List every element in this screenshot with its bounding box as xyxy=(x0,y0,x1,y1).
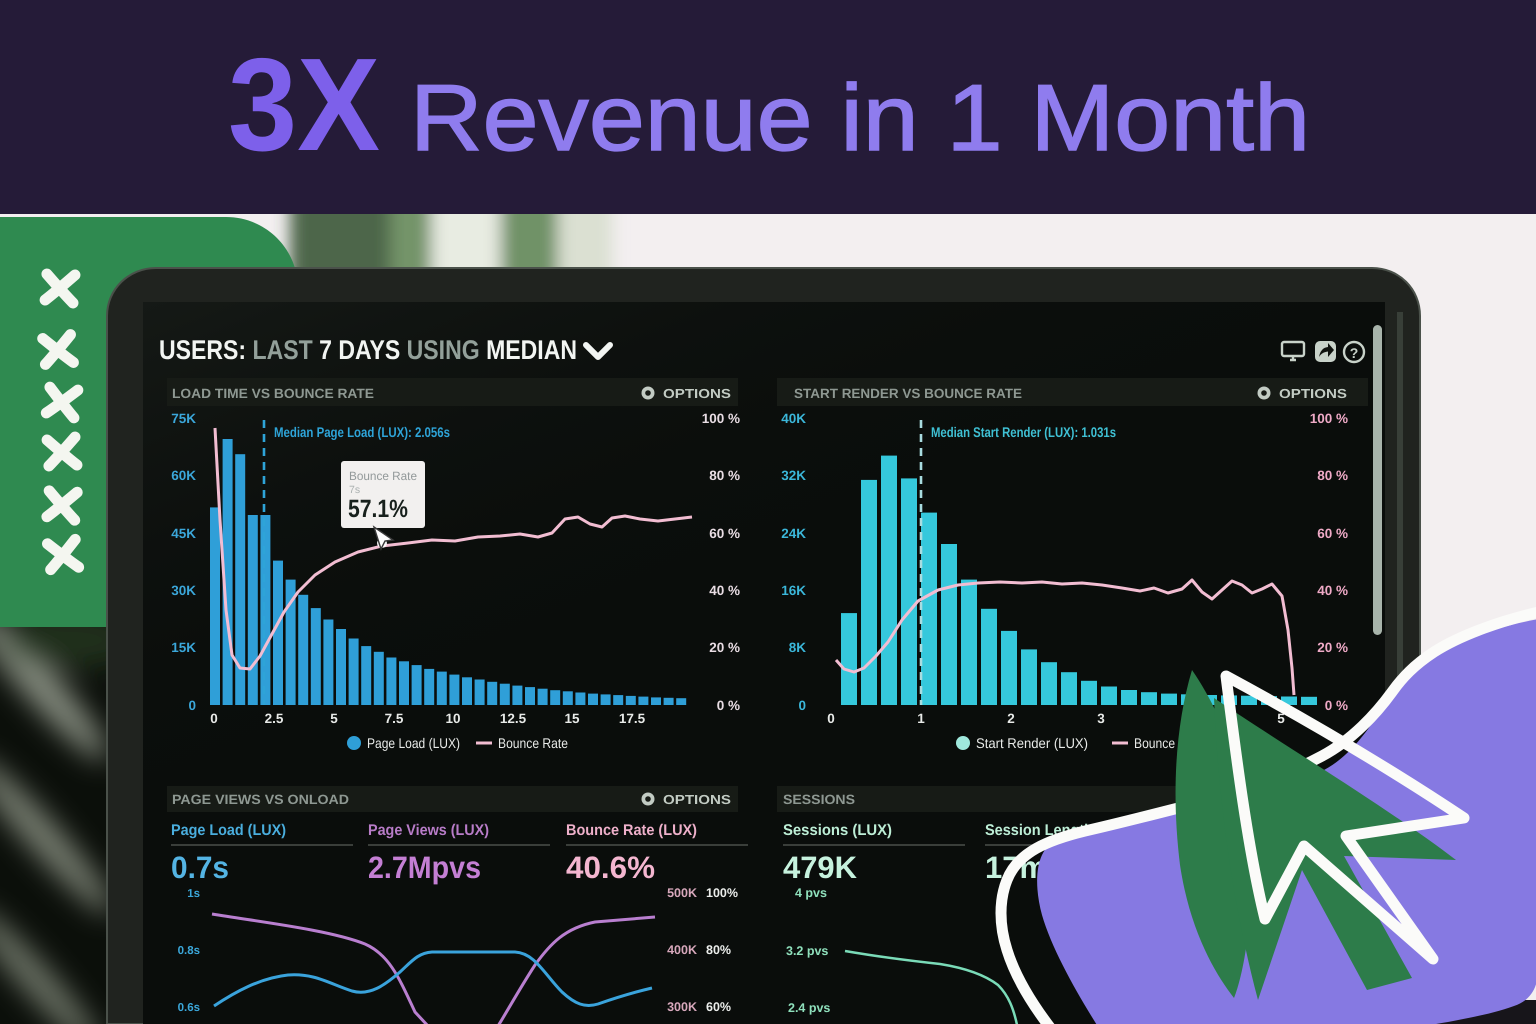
svg-text:80 %: 80 % xyxy=(1317,468,1348,483)
svg-text:40 %: 40 % xyxy=(709,583,740,598)
svg-text:LOAD TIME VS BOUNCE RATE: LOAD TIME VS BOUNCE RATE xyxy=(172,386,374,401)
svg-text:Bounce Rate: Bounce Rate xyxy=(498,735,568,751)
svg-text:12.5: 12.5 xyxy=(500,711,527,726)
svg-text:17.5: 17.5 xyxy=(619,711,646,726)
svg-text:500K: 500K xyxy=(667,886,697,900)
svg-text:100 %: 100 % xyxy=(1310,411,1348,426)
svg-text:75K: 75K xyxy=(171,411,196,426)
svg-text:7s: 7s xyxy=(349,484,360,496)
svg-text:OPTIONS: OPTIONS xyxy=(1279,386,1347,401)
svg-text:60K: 60K xyxy=(171,468,196,483)
svg-text:USERS: LAST 7 DAYS USING MEDIA: USERS: LAST 7 DAYS USING MEDIAN xyxy=(159,335,577,365)
svg-text:20 %: 20 % xyxy=(709,640,740,655)
svg-text:15: 15 xyxy=(564,711,580,726)
svg-text:Revenue in 1 Month: Revenue in 1 Month xyxy=(410,65,1310,170)
svg-text:0 %: 0 % xyxy=(1325,698,1348,713)
svg-text:5: 5 xyxy=(1277,711,1285,726)
svg-text:0.7s: 0.7s xyxy=(171,850,229,885)
svg-text:Page Load (LUX): Page Load (LUX) xyxy=(367,735,460,751)
svg-text:60 %: 60 % xyxy=(1317,526,1348,541)
svg-text:7.5: 7.5 xyxy=(385,711,404,726)
svg-text:8K: 8K xyxy=(789,640,807,655)
svg-text:40.6%: 40.6% xyxy=(566,850,655,885)
svg-text:479K: 479K xyxy=(783,850,858,885)
svg-text:30K: 30K xyxy=(171,583,196,598)
svg-text:80 %: 80 % xyxy=(709,468,740,483)
svg-text:0: 0 xyxy=(827,711,835,726)
svg-text:45K: 45K xyxy=(171,526,196,541)
svg-text:Start Render (LUX): Start Render (LUX) xyxy=(976,735,1088,751)
svg-text:3: 3 xyxy=(1097,711,1105,726)
svg-text:2: 2 xyxy=(1007,711,1015,726)
svg-text:Page Views (LUX): Page Views (LUX) xyxy=(368,822,489,839)
svg-text:SESSIONS: SESSIONS xyxy=(783,792,855,807)
svg-text:Bounce Rate: Bounce Rate xyxy=(349,469,417,483)
svg-text:40 %: 40 % xyxy=(1317,583,1348,598)
svg-text:5: 5 xyxy=(330,711,338,726)
svg-text:4 pvs: 4 pvs xyxy=(795,886,827,900)
svg-text:?: ? xyxy=(1350,345,1359,361)
svg-text:20 %: 20 % xyxy=(1317,640,1348,655)
svg-text:Bounce Rate (LUX): Bounce Rate (LUX) xyxy=(566,822,697,839)
svg-text:0 %: 0 % xyxy=(717,698,740,713)
svg-text:16K: 16K xyxy=(781,583,806,598)
svg-text:15K: 15K xyxy=(171,640,196,655)
svg-text:3.2 pvs: 3.2 pvs xyxy=(786,944,828,958)
svg-text:40K: 40K xyxy=(781,411,806,426)
svg-text:0.6s: 0.6s xyxy=(178,1002,200,1014)
svg-text:Median Start Render (LUX): 1.0: Median Start Render (LUX): 1.031s xyxy=(931,424,1116,440)
svg-text:1: 1 xyxy=(917,711,925,726)
svg-text:START RENDER VS BOUNCE RATE: START RENDER VS BOUNCE RATE xyxy=(794,386,1022,401)
svg-text:3X: 3X xyxy=(228,31,380,178)
svg-text:Median Page Load (LUX): 2.056s: Median Page Load (LUX): 2.056s xyxy=(274,424,450,440)
svg-text:24K: 24K xyxy=(781,526,806,541)
svg-text:Sessions (LUX): Sessions (LUX) xyxy=(783,822,892,839)
svg-text:60 %: 60 % xyxy=(709,526,740,541)
svg-text:10: 10 xyxy=(445,711,460,726)
svg-text:0: 0 xyxy=(188,698,196,713)
svg-text:0.8s: 0.8s xyxy=(178,945,200,957)
svg-text:2.7Mpvs: 2.7Mpvs xyxy=(368,850,481,885)
svg-text:2.5: 2.5 xyxy=(265,711,284,726)
svg-text:400K: 400K xyxy=(667,943,697,957)
svg-text:1s: 1s xyxy=(187,888,200,900)
svg-text:Page Load (LUX): Page Load (LUX) xyxy=(171,822,286,839)
svg-text:80%: 80% xyxy=(706,943,731,957)
svg-text:32K: 32K xyxy=(781,468,806,483)
svg-text:100 %: 100 % xyxy=(702,411,740,426)
svg-text:OPTIONS: OPTIONS xyxy=(663,792,731,807)
svg-text:2.4 pvs: 2.4 pvs xyxy=(788,1001,830,1015)
svg-text:0: 0 xyxy=(798,698,806,713)
svg-text:OPTIONS: OPTIONS xyxy=(663,386,731,401)
svg-text:60%: 60% xyxy=(706,1000,731,1014)
svg-text:300K: 300K xyxy=(667,1000,697,1014)
svg-text:100%: 100% xyxy=(706,886,738,900)
svg-text:PAGE VIEWS VS ONLOAD: PAGE VIEWS VS ONLOAD xyxy=(172,792,349,807)
svg-text:0: 0 xyxy=(210,711,218,726)
svg-text:57.1%: 57.1% xyxy=(348,495,408,523)
